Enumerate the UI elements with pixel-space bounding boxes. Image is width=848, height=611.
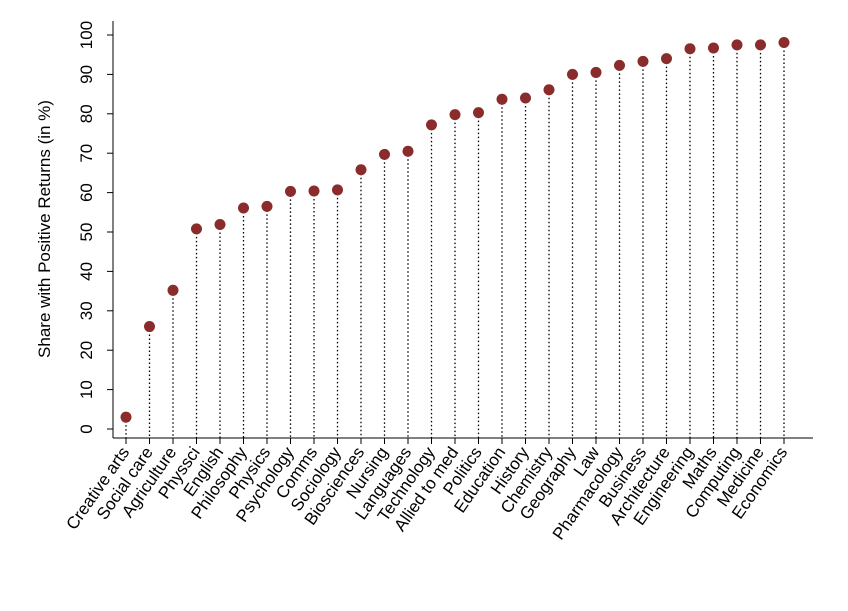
data-point [144, 321, 155, 333]
y-tick-label: 40 [77, 262, 96, 281]
data-point [332, 184, 343, 196]
data-point [120, 411, 132, 423]
data-point [261, 200, 273, 212]
y-tick-label: 50 [77, 223, 96, 242]
data-point [520, 92, 531, 104]
y-tick-label: 20 [77, 341, 96, 360]
y-ticks-layer: 0 10 20 30 40 50 60 70 80 90 100 [77, 21, 113, 434]
y-tick-label: 30 [77, 301, 96, 320]
data-point [214, 219, 226, 231]
data-point [755, 39, 766, 51]
y-tick-label: 0 [77, 424, 96, 433]
data-point [402, 145, 414, 157]
data-point [567, 68, 578, 80]
y-axis-title: Share with Positive Returns (in %) [35, 100, 54, 358]
y-tick-label: 60 [77, 183, 96, 202]
data-point [449, 109, 461, 121]
data-point [379, 148, 390, 160]
data-point [731, 39, 743, 51]
data-point [473, 107, 484, 119]
data-point [661, 53, 672, 65]
axes-layer [112, 21, 813, 439]
y-tick-label: 70 [77, 144, 96, 163]
stems-layer [125, 42, 785, 438]
data-point [590, 66, 602, 78]
data-point [684, 43, 696, 55]
data-point [285, 185, 296, 197]
y-tick-label: 10 [77, 380, 96, 399]
data-point [637, 55, 649, 67]
data-point [543, 84, 555, 96]
y-tick-label: 80 [77, 104, 96, 123]
y-tick-label: 100 [77, 21, 96, 49]
data-point [238, 202, 249, 214]
data-point [167, 284, 179, 296]
data-point [426, 119, 437, 131]
data-point [355, 164, 367, 176]
y-tick-label: 90 [77, 65, 96, 84]
data-point [496, 93, 508, 105]
data-point [614, 59, 625, 71]
data-point [308, 185, 320, 197]
data-point [778, 36, 790, 48]
data-point [191, 223, 202, 235]
data-point [708, 42, 719, 54]
points-layer [120, 36, 790, 423]
